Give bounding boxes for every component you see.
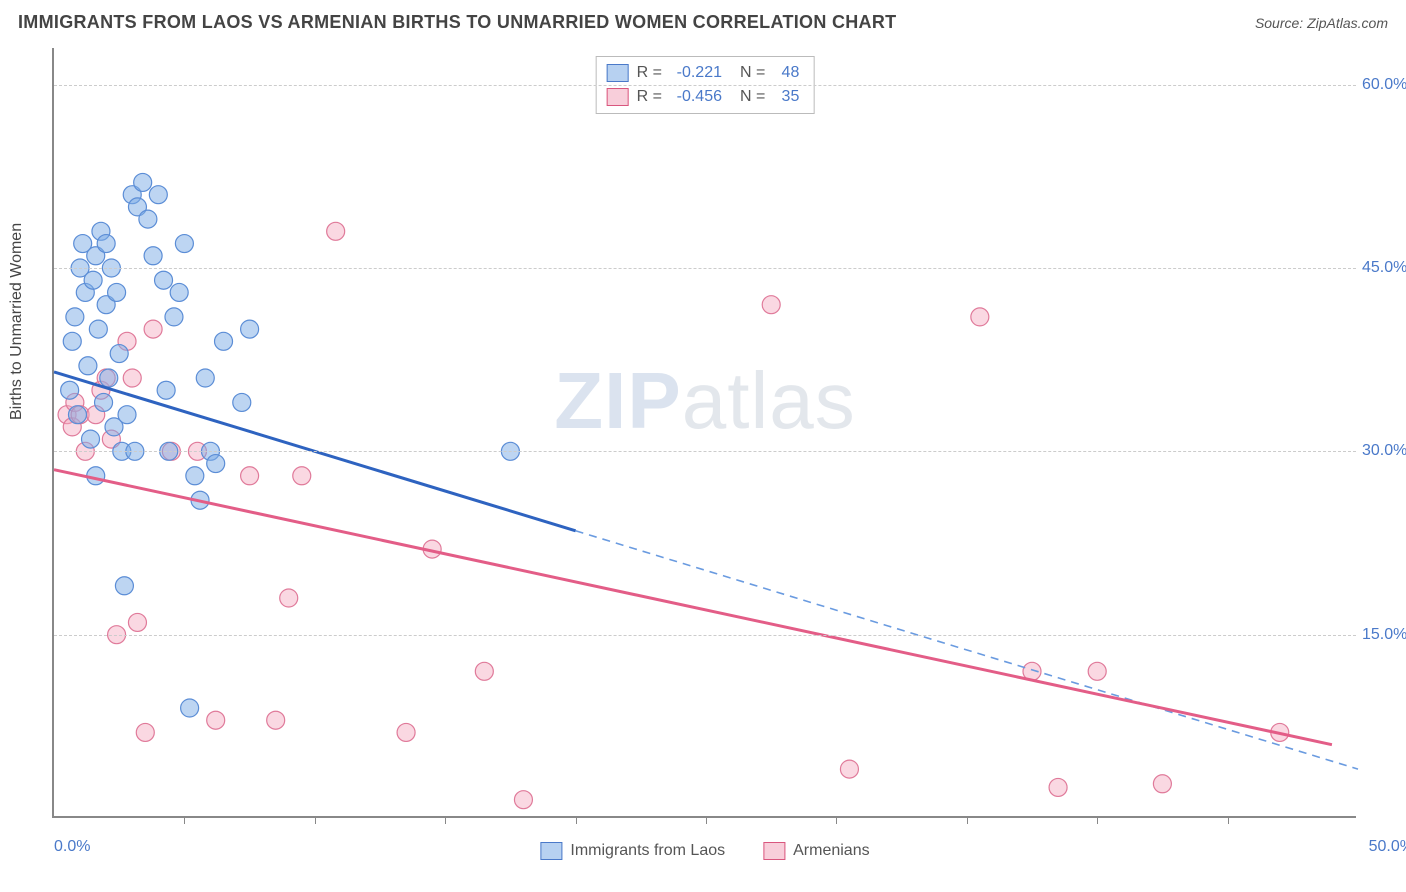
scatter-point-armenians xyxy=(293,467,311,485)
scatter-point-armenians xyxy=(241,467,259,485)
x-tick xyxy=(184,816,185,824)
scatter-point-laos xyxy=(63,332,81,350)
scatter-point-armenians xyxy=(128,613,146,631)
scatter-point-armenians xyxy=(1153,775,1171,793)
x-tick xyxy=(1228,816,1229,824)
scatter-point-armenians xyxy=(514,791,532,809)
scatter-point-laos xyxy=(61,381,79,399)
scatter-point-laos xyxy=(97,235,115,253)
scatter-point-armenians xyxy=(1049,778,1067,796)
scatter-point-armenians xyxy=(762,296,780,314)
scatter-point-laos xyxy=(157,381,175,399)
x-tick xyxy=(1097,816,1098,824)
x-tick xyxy=(445,816,446,824)
scatter-point-laos xyxy=(233,393,251,411)
gridline xyxy=(54,268,1356,269)
scatter-svg xyxy=(54,48,1356,816)
scatter-point-laos xyxy=(186,467,204,485)
legend-stats-row: R = -0.456 N = 35 xyxy=(607,85,800,109)
gridline xyxy=(54,635,1356,636)
y-tick-label: 45.0% xyxy=(1362,259,1406,277)
scatter-point-armenians xyxy=(840,760,858,778)
x-axis-max-label: 50.0% xyxy=(1369,838,1406,856)
x-tick xyxy=(967,816,968,824)
scatter-point-armenians xyxy=(971,308,989,326)
chart-title: IMMIGRANTS FROM LAOS VS ARMENIAN BIRTHS … xyxy=(18,12,896,33)
scatter-point-armenians xyxy=(123,369,141,387)
scatter-point-laos xyxy=(165,308,183,326)
scatter-point-laos xyxy=(84,271,102,289)
scatter-point-laos xyxy=(115,577,133,595)
scatter-point-laos xyxy=(175,235,193,253)
scatter-point-laos xyxy=(139,210,157,228)
scatter-point-armenians xyxy=(475,662,493,680)
x-tick xyxy=(315,816,316,824)
y-tick-label: 15.0% xyxy=(1362,626,1406,644)
x-tick xyxy=(576,816,577,824)
x-tick xyxy=(836,816,837,824)
swatch-blue-icon xyxy=(540,842,562,860)
scatter-point-laos xyxy=(100,369,118,387)
scatter-point-armenians xyxy=(327,222,345,240)
scatter-point-laos xyxy=(207,455,225,473)
swatch-pink-icon xyxy=(763,842,785,860)
scatter-point-laos xyxy=(215,332,233,350)
y-axis-title: Births to Unmarried Women xyxy=(8,223,26,420)
scatter-point-laos xyxy=(134,173,152,191)
scatter-point-laos xyxy=(118,406,136,424)
scatter-point-laos xyxy=(89,320,107,338)
legend-label: Immigrants from Laos xyxy=(570,842,725,860)
legend-item: Armenians xyxy=(763,842,869,860)
scatter-point-laos xyxy=(108,283,126,301)
scatter-point-laos xyxy=(144,247,162,265)
scatter-point-laos xyxy=(95,393,113,411)
scatter-point-laos xyxy=(82,430,100,448)
scatter-point-armenians xyxy=(1088,662,1106,680)
legend-series: Immigrants from Laos Armenians xyxy=(540,842,869,860)
scatter-point-armenians xyxy=(144,320,162,338)
scatter-point-armenians xyxy=(267,711,285,729)
scatter-point-armenians xyxy=(397,723,415,741)
chart-source: Source: ZipAtlas.com xyxy=(1255,15,1388,31)
scatter-point-laos xyxy=(79,357,97,375)
scatter-point-armenians xyxy=(280,589,298,607)
y-tick-label: 60.0% xyxy=(1362,76,1406,94)
scatter-point-armenians xyxy=(207,711,225,729)
trendline-laos-extrapolated xyxy=(576,531,1358,769)
scatter-point-laos xyxy=(110,345,128,363)
gridline xyxy=(54,85,1356,86)
legend-label: Armenians xyxy=(793,842,869,860)
trendline-armenians xyxy=(54,470,1332,745)
y-tick-label: 30.0% xyxy=(1362,442,1406,460)
scatter-point-laos xyxy=(181,699,199,717)
scatter-point-laos xyxy=(170,283,188,301)
scatter-point-laos xyxy=(149,186,167,204)
swatch-pink-icon xyxy=(607,88,629,106)
chart-header: IMMIGRANTS FROM LAOS VS ARMENIAN BIRTHS … xyxy=(18,12,1388,33)
scatter-point-laos xyxy=(66,308,84,326)
scatter-point-laos xyxy=(196,369,214,387)
swatch-blue-icon xyxy=(607,64,629,82)
scatter-point-laos xyxy=(241,320,259,338)
scatter-point-armenians xyxy=(136,723,154,741)
scatter-point-laos xyxy=(155,271,173,289)
scatter-point-laos xyxy=(68,406,86,424)
legend-stats-row: R = -0.221 N = 48 xyxy=(607,61,800,85)
gridline xyxy=(54,451,1356,452)
x-tick xyxy=(706,816,707,824)
legend-item: Immigrants from Laos xyxy=(540,842,725,860)
plot-area: ZIPatlas R = -0.221 N = 48 R = -0.456 N … xyxy=(52,48,1356,818)
x-axis-min-label: 0.0% xyxy=(54,838,90,856)
